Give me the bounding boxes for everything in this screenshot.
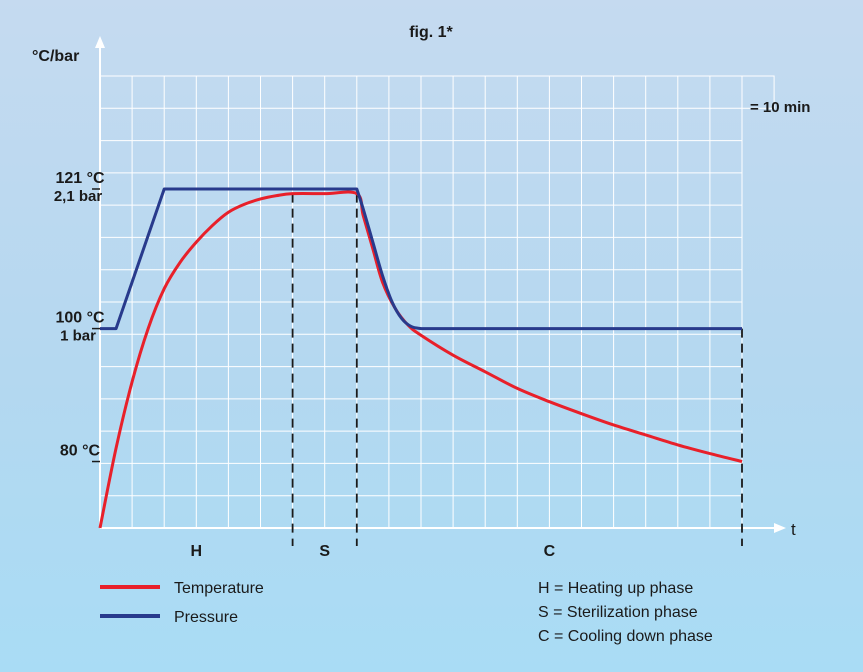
y-axis-label: °C/bar xyxy=(32,48,79,65)
y-tick-label: 100 °C xyxy=(55,310,105,327)
grid-scale-box xyxy=(741,75,775,109)
y-tick-sublabel: 1 bar xyxy=(60,328,96,345)
y-axis-arrow xyxy=(95,36,105,48)
chart-labels: fig. 1* °C/bar t = 10 min xyxy=(32,24,810,539)
phase-legend-sterilization: S = Sterilization phase xyxy=(538,604,698,621)
legend: Temperature Pressure xyxy=(100,580,264,626)
phase-legend-cooling: C = Cooling down phase xyxy=(538,628,713,645)
series-lines xyxy=(98,187,743,529)
phase-legend: H = Heating up phase S = Sterilization p… xyxy=(538,580,713,645)
x-axis-label: t xyxy=(791,520,796,539)
grid xyxy=(99,75,775,529)
x-axis-arrow xyxy=(774,523,786,533)
phase-label: C xyxy=(544,543,556,560)
series-line-temperature xyxy=(98,190,743,529)
phase-dividers xyxy=(291,193,743,546)
axes xyxy=(95,36,786,533)
grid-scale-note: = 10 min xyxy=(750,99,810,116)
chart-title: fig. 1* xyxy=(409,24,453,41)
phase-label: S xyxy=(319,543,330,560)
legend-label-pressure: Pressure xyxy=(174,609,238,626)
phase-label: H xyxy=(191,543,203,560)
phase-legend-heating: H = Heating up phase xyxy=(538,580,693,597)
y-tick-sublabel: 2,1 bar xyxy=(54,188,103,205)
legend-label-temperature: Temperature xyxy=(174,580,264,597)
y-tick-label: 80 °C xyxy=(60,443,101,460)
y-tick-label: 121 °C xyxy=(55,170,105,187)
series-line-pressure xyxy=(100,187,742,331)
y-ticks: 121 °C2,1 bar 100 °C1 bar 80 °C xyxy=(54,170,105,463)
